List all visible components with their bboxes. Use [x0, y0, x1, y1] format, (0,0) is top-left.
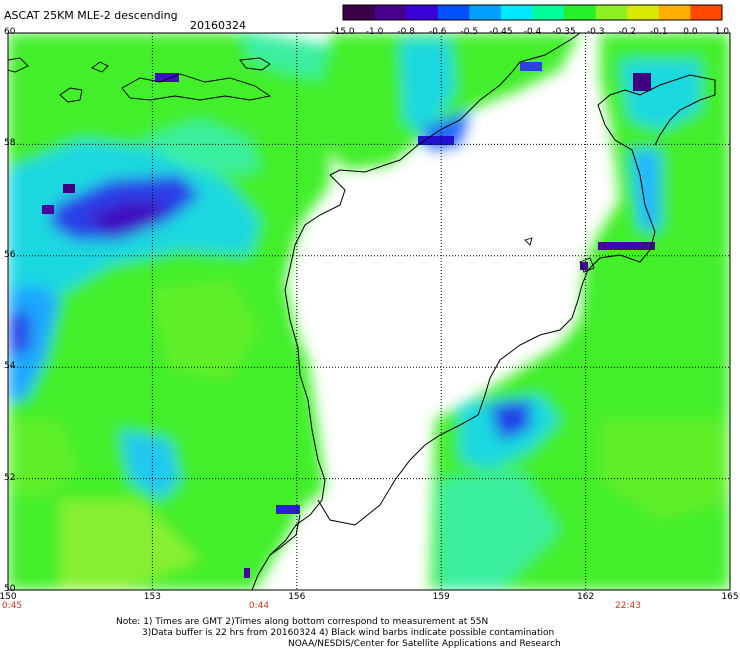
latitude-label: 52 — [4, 472, 16, 483]
longitude-label: 162 — [577, 592, 595, 602]
colorbar-tick-label: -0.35 — [552, 27, 576, 37]
colorbar-segment — [406, 5, 439, 20]
latitude-label: 50 — [4, 584, 16, 594]
graticule — [8, 33, 730, 590]
longitude-label: 150 — [0, 592, 17, 602]
shantar-islands — [8, 57, 595, 273]
colorbar-tick-label: -0.5 — [460, 27, 479, 37]
coastline — [251, 33, 716, 590]
colorbar-segment — [627, 5, 660, 20]
pass-time-3: 22:43 — [615, 601, 641, 611]
colorbar-tick-label: -15.0 — [331, 27, 355, 37]
figure-date: 20160324 — [190, 19, 246, 32]
colorbar-tick-label: -1.0 — [365, 27, 384, 37]
colorbar-segment — [595, 5, 628, 20]
data-field — [8, 33, 730, 590]
colorbar-tick-label: -0.2 — [618, 27, 637, 37]
colorbar-segment — [500, 5, 533, 20]
footer-credit: NOAA/NESDIS/Center for Satellite Applica… — [288, 639, 561, 649]
colorbar-tick-label: -0.8 — [397, 27, 415, 37]
longitude-label: 165 — [721, 592, 739, 602]
longitude-label: 156 — [288, 592, 306, 602]
latitude-label: 58 — [4, 138, 16, 149]
colorbar-segment — [564, 5, 597, 20]
longitude-label: 153 — [143, 592, 161, 602]
colorbar-tick-label: -0.1 — [650, 27, 668, 37]
figure-title: ASCAT 25KM MLE-2 descending — [4, 9, 178, 22]
colorbar-tick-label: -0.3 — [586, 27, 605, 37]
colorbar-segment — [658, 5, 691, 20]
footer-note-2: 3)Data buffer is 22 hrs from 20160324 4)… — [142, 628, 555, 638]
colorbar-tick-label: 0.0 — [683, 27, 698, 37]
colorbar-tick-label: -0.4 — [523, 27, 542, 37]
plot-frame — [7, 32, 731, 591]
colorbar-frame — [342, 4, 723, 21]
pass-time-2: 0:44 — [248, 601, 270, 611]
latitude-label: 56 — [4, 249, 16, 260]
latitude-label: 60 — [4, 27, 16, 37]
colorbar-tick-label: -0.45 — [489, 27, 513, 37]
pass-time-1: 0:45 — [1, 601, 23, 611]
colorbar-segment — [690, 5, 723, 20]
colorbar-tick-label: 1.0 — [714, 27, 730, 37]
colorbar-segment — [437, 5, 470, 20]
colorbar-tick-label: -0.6 — [428, 27, 447, 37]
colorbar-segment — [532, 5, 565, 20]
footer-note-1: Note: 1) Times are GMT 2)Times along bot… — [116, 617, 489, 627]
longitude-label: 159 — [432, 592, 450, 602]
latitude-label: 54 — [4, 361, 16, 372]
colorbar-segment — [469, 5, 502, 20]
colorbar-segment — [374, 5, 407, 20]
colorbar-segment — [343, 5, 376, 20]
colorbar — [342, 4, 723, 21]
